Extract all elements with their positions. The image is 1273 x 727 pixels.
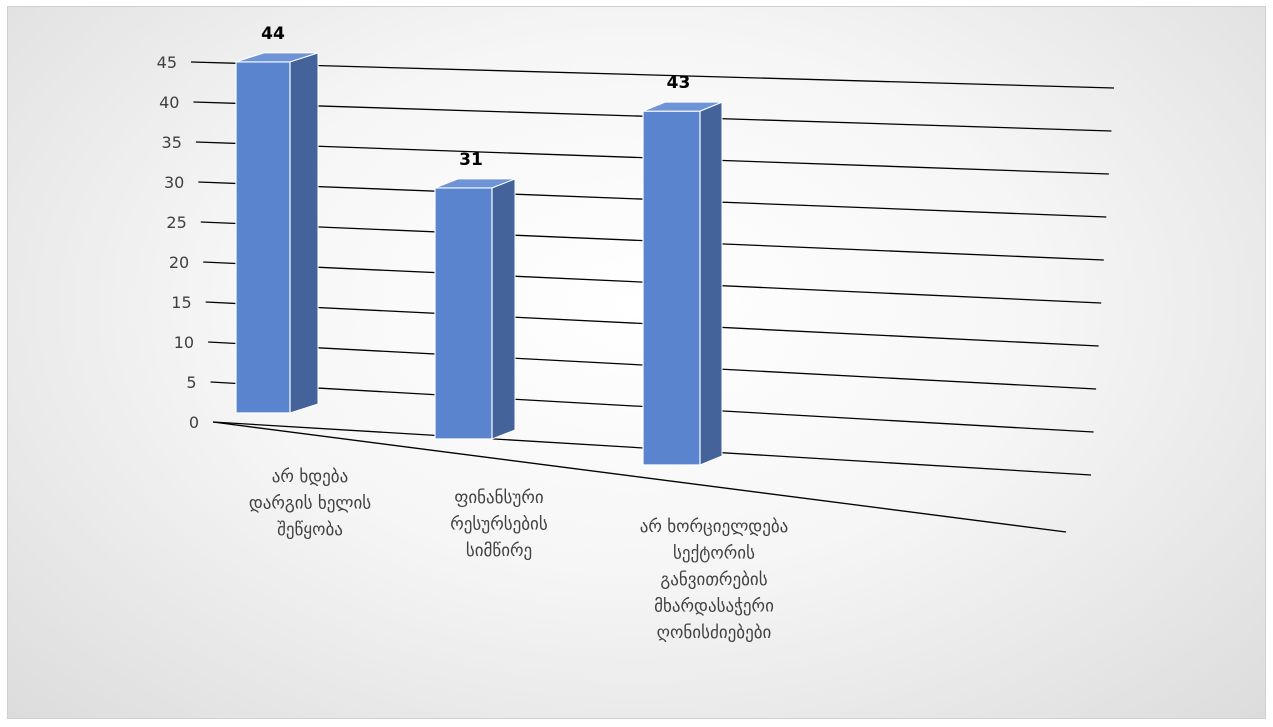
y-tick-label: 20 — [169, 253, 189, 272]
x-tick-label: ღონისძიებები — [657, 623, 772, 643]
x-tick-label: ფინანსური — [454, 488, 543, 508]
x-tick-label: მხარდასაჭერი — [654, 597, 774, 617]
bar-side — [699, 101, 723, 466]
y-tick-label: 35 — [162, 133, 182, 152]
y-tick-label: 45 — [157, 53, 177, 72]
bar-side — [289, 52, 319, 414]
y-tick-label: 40 — [159, 93, 179, 112]
bar — [434, 187, 493, 440]
chart-area: 0 5 10 15 20 25 30 35 40 45 44 31 43 არ ხდება დარგის ხ… — [7, 6, 1266, 719]
data-label: 31 — [459, 150, 483, 170]
chart-svg: 0 5 10 15 20 25 30 35 40 45 44 31 43 არ ხდება დარგის ხ… — [157, 24, 1115, 643]
data-label: 43 — [667, 73, 691, 93]
y-tick-label: 5 — [186, 373, 196, 392]
x-tick-label: სიმწირე — [466, 541, 532, 561]
bar-top — [235, 52, 319, 63]
x-tick-label: შეწყობა — [277, 520, 343, 540]
gridline — [190, 61, 1115, 89]
x-tick-label: არ ხორციელდება — [640, 517, 789, 537]
y-tick-label: 30 — [164, 173, 184, 192]
y-tick-label: 10 — [174, 333, 194, 352]
bar-top — [642, 101, 723, 112]
bar-top — [434, 178, 516, 189]
y-tick-label: 0 — [189, 413, 199, 432]
x-tick-label: რესურსების — [450, 515, 548, 535]
bar — [642, 110, 701, 466]
x-tick-label: დარგის ხელის — [249, 494, 371, 514]
y-tick-label: 25 — [166, 213, 186, 232]
data-label: 44 — [261, 24, 285, 44]
y-tick-label: 15 — [171, 293, 191, 312]
bar — [235, 61, 291, 414]
x-tick-label: სექტორის — [673, 544, 755, 564]
bar-side — [491, 178, 516, 440]
x-tick-label: არ ხდება — [272, 467, 348, 487]
floor-line — [212, 421, 1067, 533]
x-tick-label: განვითრების — [660, 570, 767, 590]
